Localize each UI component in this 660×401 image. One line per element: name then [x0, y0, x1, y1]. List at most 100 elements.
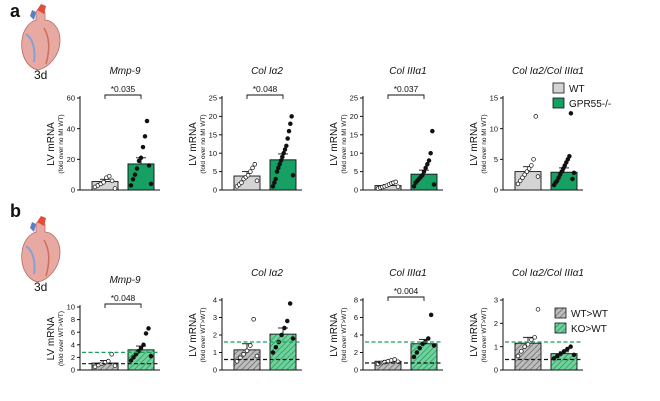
significance-label: *0.035: [111, 84, 136, 94]
y-axis-sublabel: (fold over WT>WT): [341, 307, 348, 362]
data-point: [431, 182, 437, 187]
data-point: [130, 177, 136, 182]
data-point: [278, 158, 284, 163]
significance-bracket: [387, 296, 425, 301]
data-point: [272, 180, 277, 185]
chart-3: Col IIIα1 LV mRNA (fold over no MI WT) 0 5 10…: [329, 66, 443, 195]
data-point: [428, 312, 434, 318]
data-point: [101, 180, 106, 185]
y-tick-label: 8: [71, 315, 75, 324]
legend-swatch-gpr55-ko: [552, 97, 565, 109]
chart-4: Col Iα2/Col IIIα1 LV mRNA (fold over no MI…: [469, 66, 584, 195]
data-point: [142, 134, 148, 139]
data-point: [395, 184, 401, 189]
data-point: [392, 357, 397, 362]
data-point: [270, 184, 276, 189]
y-tick-label: 15: [350, 130, 358, 139]
data-point: [276, 165, 281, 171]
data-point: [128, 358, 134, 363]
y-axis-label: LV mRNA: [188, 313, 199, 357]
y-axis-label: LV mRNA: [46, 316, 57, 360]
data-point: [92, 364, 98, 370]
y-tick-label: 2: [213, 331, 217, 340]
y-axis-sublabel: (fold over WT>WT): [200, 307, 207, 362]
data-point: [288, 121, 293, 127]
heart-icon: [21, 216, 61, 283]
y-tick-label: 40: [67, 124, 75, 133]
chart-title: Col IIIα1: [389, 66, 426, 77]
legend-label-wt: WT: [569, 84, 585, 95]
data-point: [279, 332, 284, 338]
data-point: [131, 355, 136, 360]
y-tick-label: 1: [494, 342, 498, 351]
y-tick-label: 2: [354, 348, 358, 357]
data-point: [529, 163, 534, 168]
charts: Mmp-9LV mRNA (fold over no MI WT)0204060*…: [46, 66, 584, 375]
y-tick-label: 3: [494, 296, 498, 305]
significance-label: *0.037: [394, 84, 419, 94]
y-axis-sublabel: (fold over no MI WT): [58, 114, 65, 173]
y-tick-label: 25: [350, 94, 358, 103]
significance-label: *0.048: [253, 84, 278, 94]
data-point: [146, 163, 152, 168]
y-tick-label: 1: [213, 348, 217, 357]
data-point: [136, 158, 142, 164]
y-tick-label: 15: [209, 130, 217, 139]
data-point: [239, 180, 244, 185]
legend-label-ko-wt: KO>WT: [571, 324, 607, 335]
data-point: [254, 353, 260, 359]
y-tick-label: 10: [350, 149, 358, 158]
y-tick-label: 4: [71, 340, 75, 349]
data-point: [274, 169, 280, 174]
significance-bracket: [387, 94, 425, 99]
y-tick-label: 10: [490, 124, 498, 133]
data-point: [555, 353, 560, 359]
chart-2: Col Iα2 LV mRNA (fold over no MI WT) 0 5 10 15…: [188, 66, 302, 195]
chart-5: Mmp-9 LV mRNA (fold over WT>WT) 0 2 4 6 8 10 *0.0…: [46, 275, 160, 375]
y-axis-label: LV mRNA: [469, 313, 480, 357]
data-point: [517, 178, 523, 184]
data-point: [535, 174, 541, 179]
data-point: [515, 181, 521, 187]
chart-title: Col Iα2/Col IIIα1: [512, 66, 584, 77]
data-point: [112, 186, 118, 191]
y-tick-label: 0: [71, 366, 75, 375]
y-axis-label: LV mRNA: [46, 122, 57, 166]
data-point: [282, 147, 288, 152]
chart-title: Col Iα2/Col IIIα1: [512, 268, 584, 279]
y-tick-label: 6: [354, 313, 358, 322]
significance-label: *0.004: [394, 286, 419, 296]
data-point: [290, 336, 296, 341]
chart-title: Col Iα2: [251, 66, 283, 77]
data-point: [128, 183, 134, 188]
data-point: [426, 336, 431, 341]
y-tick-label: 4: [354, 331, 358, 340]
data-point: [561, 349, 567, 354]
y-tick-label: 4: [213, 296, 217, 305]
y-tick-label: 10: [67, 303, 75, 312]
chart-title: Col IIIα1: [389, 268, 426, 279]
data-point: [148, 181, 154, 187]
data-point: [286, 128, 292, 134]
y-axis-sublabel: (fold over WT>WT): [481, 307, 488, 362]
data-point: [431, 343, 437, 348]
legend-swatch-wt: [552, 82, 565, 94]
legend-swatch-ko-wt: [554, 322, 567, 334]
y-tick-label: 15: [490, 94, 498, 103]
y-tick-label: 0: [213, 186, 217, 195]
data-point: [132, 172, 138, 177]
y-tick-label: 3: [213, 313, 217, 322]
data-point: [420, 173, 425, 178]
data-point: [146, 326, 151, 331]
y-axis-sublabel: (fold over WT>WT): [58, 311, 65, 366]
data-point: [522, 172, 527, 177]
data-point: [285, 136, 290, 141]
significance-label: *0.048: [111, 293, 136, 303]
legend-a: WT GPR55-/-: [552, 82, 611, 110]
data-point: [526, 166, 532, 171]
y-tick-label: 25: [209, 94, 217, 103]
data-point: [411, 354, 417, 360]
y-tick-label: 2: [71, 353, 75, 362]
data-point: [570, 176, 575, 182]
data-point: [531, 157, 536, 162]
